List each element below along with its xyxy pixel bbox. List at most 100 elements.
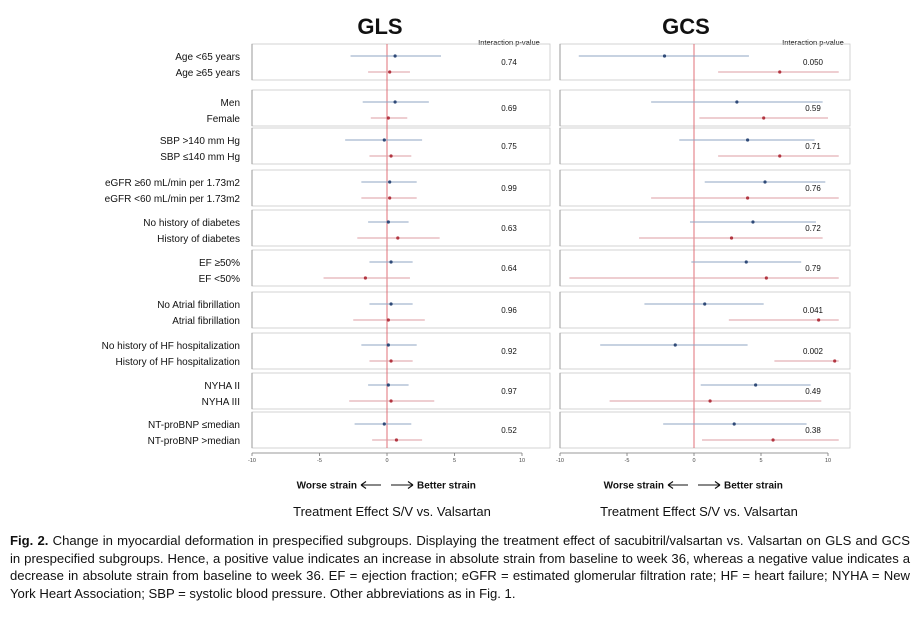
p-value: 0.79: [805, 264, 821, 273]
x-tick-label: 5: [759, 458, 762, 464]
forest-plot-figure: GLS Interaction p-value 0.74 0.69 0.75 0.99 0.…: [102, 14, 851, 519]
subgroup-label: eGFR ≥60 mL/min per 1.73m2: [105, 178, 240, 189]
p-value: 0.99: [501, 184, 517, 193]
p-value: 0.050: [803, 58, 824, 67]
point-estimate: [764, 276, 768, 280]
x-tick-label: 10: [825, 458, 831, 464]
subgroup-label: Female: [207, 114, 241, 125]
p-value: 0.75: [501, 142, 517, 151]
point-estimate: [363, 276, 367, 280]
x-tick-label: -10: [248, 458, 256, 464]
point-estimate: [746, 138, 750, 142]
p-value: 0.52: [501, 426, 517, 435]
point-estimate: [396, 236, 400, 240]
forest-panel-gcs: GCS Interaction p-value 0.050 0.59 0.71 0.76 0…: [556, 14, 851, 519]
subgroup-label: Age <65 years: [175, 52, 240, 63]
p-value: 0.92: [501, 347, 517, 356]
subgroup-label: Age ≥65 years: [176, 68, 240, 79]
x-axis-label: Treatment Effect S/V vs. Valsartan: [600, 504, 798, 519]
point-estimate: [389, 399, 393, 403]
point-estimate: [386, 343, 390, 347]
point-estimate: [389, 260, 393, 264]
panel-title: GCS: [662, 14, 710, 39]
subgroup-label: NT-proBNP >median: [148, 436, 240, 447]
point-estimate: [771, 438, 775, 442]
subgroup-label: No history of diabetes: [143, 218, 240, 229]
point-estimate: [833, 359, 837, 363]
p-value: 0.76: [805, 184, 821, 193]
point-estimate: [673, 343, 677, 347]
point-estimate: [762, 116, 766, 120]
subgroup-label: No Atrial fibrillation: [157, 300, 240, 311]
panel-title: GLS: [357, 14, 402, 39]
better-strain-label: Better strain: [724, 481, 783, 492]
p-value: 0.72: [805, 224, 821, 233]
subgroup-label: SBP >140 mm Hg: [160, 136, 240, 147]
subgroup-label: History of diabetes: [157, 234, 240, 245]
better-strain-label: Better strain: [417, 481, 476, 492]
x-tick-label: 10: [519, 458, 525, 464]
point-estimate: [388, 196, 392, 200]
p-value: 0.002: [803, 347, 824, 356]
p-value: 0.74: [501, 58, 517, 67]
x-tick-label: 0: [385, 458, 388, 464]
p-value: 0.63: [501, 224, 517, 233]
point-estimate: [817, 318, 821, 322]
point-estimate: [729, 236, 734, 240]
subgroup-label: Men: [221, 98, 240, 109]
p-value: 0.71: [805, 142, 821, 151]
point-estimate: [703, 302, 707, 306]
point-estimate: [388, 180, 392, 184]
x-tick-label: -5: [625, 458, 630, 464]
subgroup-label: NYHA III: [202, 397, 240, 408]
p-value: 0.59: [805, 104, 821, 113]
worse-strain-label: Worse strain: [297, 481, 357, 492]
p-value: 0.96: [501, 306, 517, 315]
point-estimate: [393, 100, 397, 104]
subgroup-label: NYHA II: [204, 381, 240, 392]
subgroup-label: No history of HF hospitalization: [102, 341, 240, 352]
point-estimate: [386, 318, 390, 322]
worse-strain-label: Worse strain: [604, 481, 664, 492]
point-estimate: [746, 196, 750, 200]
point-estimate: [389, 359, 393, 363]
point-estimate: [735, 100, 739, 104]
point-estimate: [389, 302, 393, 306]
left-arrow-icon: [360, 481, 381, 489]
point-estimate: [778, 154, 782, 158]
point-estimate: [394, 438, 399, 442]
p-value: 0.97: [501, 387, 517, 396]
p-value: 0.38: [805, 426, 821, 435]
point-estimate: [763, 180, 767, 184]
point-estimate: [778, 70, 782, 74]
point-estimate: [382, 422, 386, 426]
subgroup-label: EF <50%: [199, 274, 241, 285]
point-estimate: [708, 399, 712, 403]
p-value-header: Interaction p-value: [782, 38, 844, 47]
caption-label: Fig. 2.: [10, 533, 49, 548]
point-estimate: [386, 383, 390, 387]
point-estimate: [754, 383, 758, 387]
point-estimate: [389, 154, 393, 158]
p-value: 0.49: [805, 387, 821, 396]
x-tick-label: -10: [556, 458, 564, 464]
subgroup-label: EF ≥50%: [199, 258, 240, 269]
x-tick-label: 5: [453, 458, 456, 464]
x-tick-label: -5: [317, 458, 322, 464]
x-tick-label: 0: [692, 458, 695, 464]
point-estimate: [388, 70, 392, 74]
point-estimate: [393, 54, 397, 58]
forest-panel-gls: GLS Interaction p-value 0.74 0.69 0.75 0.99 0.…: [248, 14, 551, 519]
p-value: 0.69: [501, 104, 517, 113]
point-estimate: [751, 220, 755, 224]
p-value: 0.64: [501, 264, 517, 273]
figure-caption: Fig. 2. Change in myocardial deformation…: [10, 532, 910, 602]
point-estimate: [662, 54, 667, 58]
subgroup-label: SBP ≤140 mm Hg: [160, 152, 240, 163]
p-value: 0.041: [803, 306, 824, 315]
point-estimate: [386, 220, 390, 224]
right-arrow-icon: [698, 481, 721, 489]
subgroup-label: Atrial fibrillation: [172, 316, 240, 327]
point-estimate: [386, 116, 390, 120]
p-value-header: Interaction p-value: [478, 38, 540, 47]
